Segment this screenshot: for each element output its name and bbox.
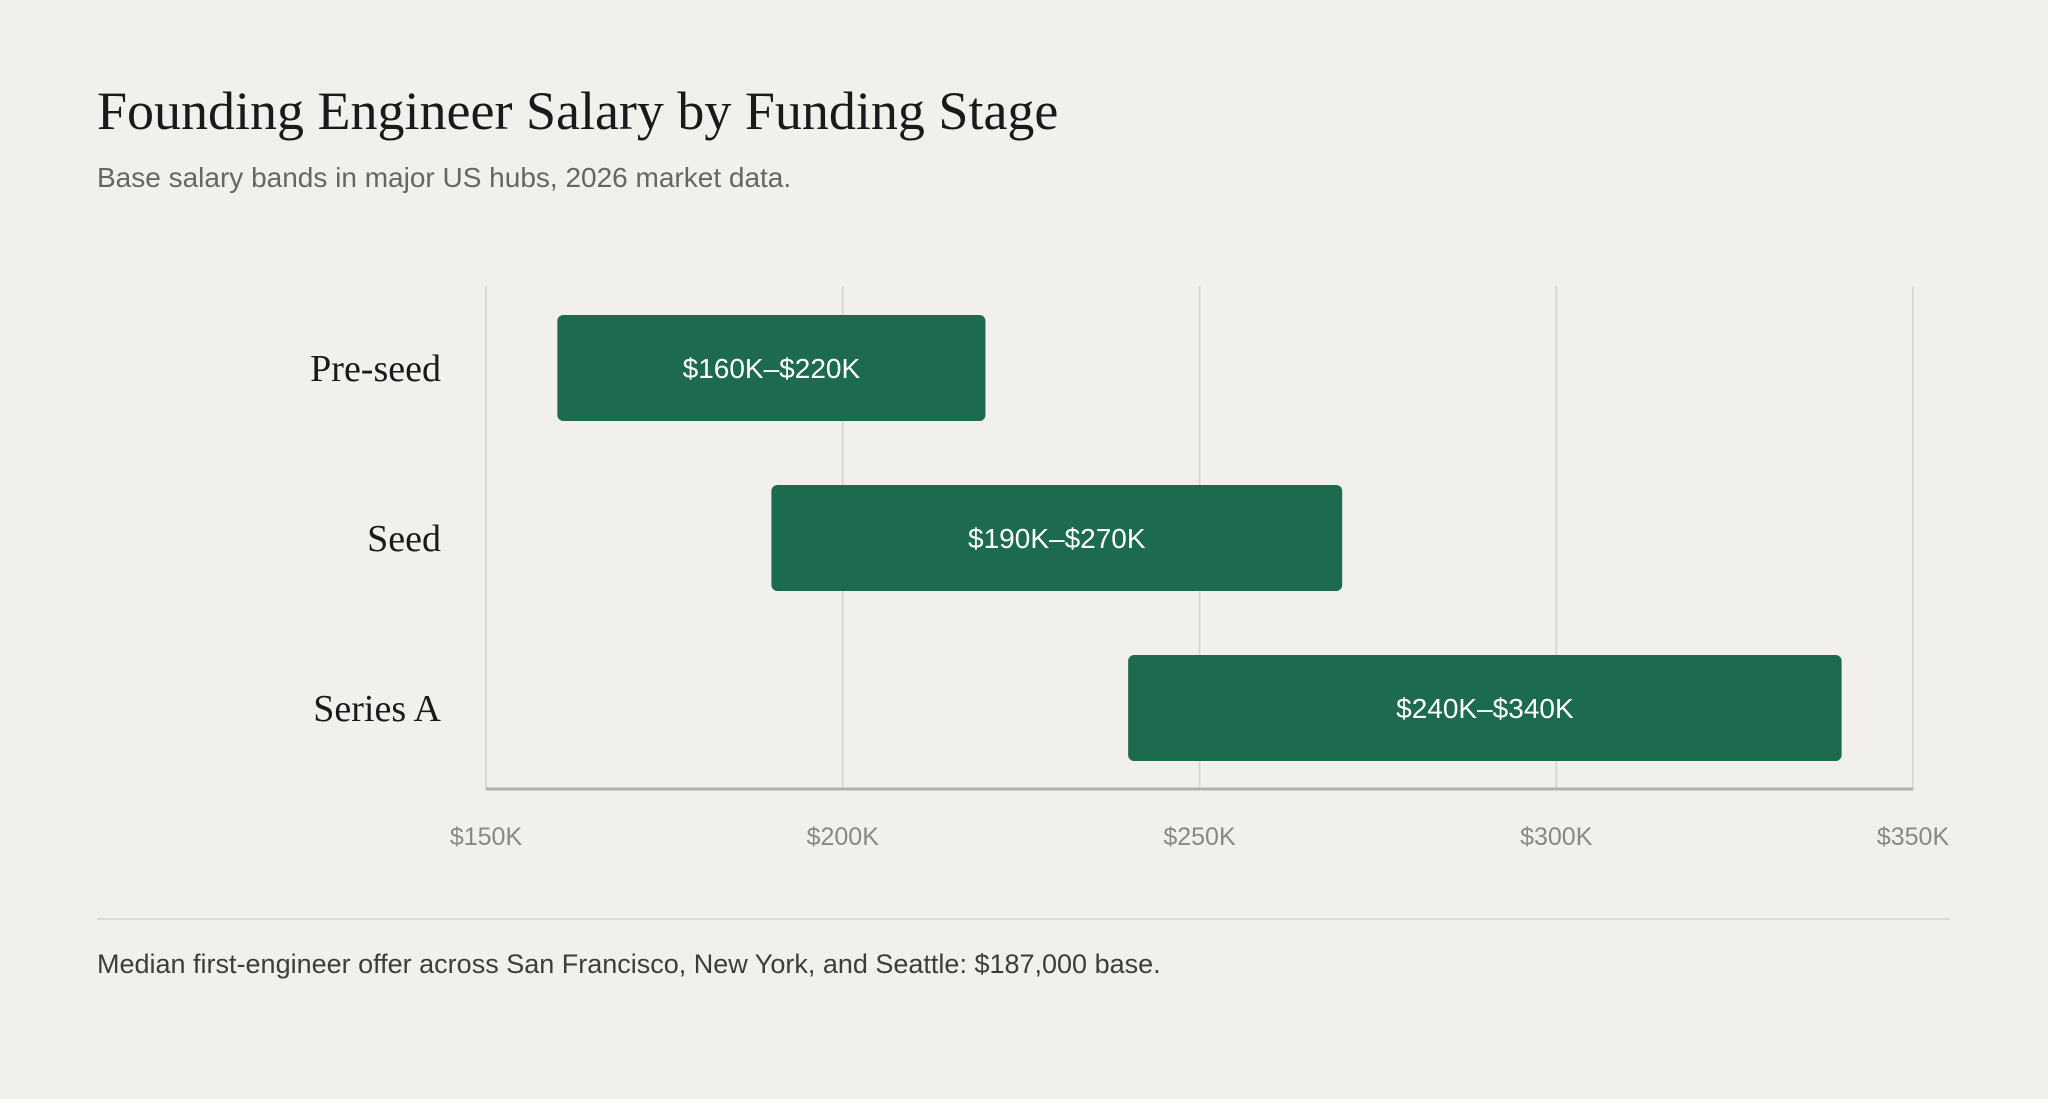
category-label: Series A: [313, 688, 441, 730]
x-tick-label: $350K: [1877, 823, 1950, 851]
bars: [557, 315, 1842, 761]
range-bar: [771, 485, 1343, 591]
x-tick-label: $150K: [450, 823, 523, 851]
salary-range-chart: $150K $200K $250K $300K $350K $160K–$220K Pre-…: [310, 286, 1949, 851]
category-label: Pre-seed: [310, 348, 441, 390]
chart-title: Founding Engineer Salary by Funding Stag…: [97, 81, 1059, 141]
category-label: Seed: [367, 518, 441, 560]
bar-value-label: $190K–$270K: [968, 523, 1146, 554]
labels: $150K $200K $250K $300K $350K $160K–$220K Pre-…: [310, 348, 1949, 851]
chart-subtitle: Base salary bands in major US hubs, 2026…: [97, 162, 792, 193]
divider: [97, 918, 1950, 920]
x-tick-label: $250K: [1163, 823, 1236, 851]
range-bar: [557, 315, 986, 421]
bar-value-label: $240K–$340K: [1396, 693, 1574, 724]
range-bar: [1128, 655, 1842, 761]
bar-value-label: $160K–$220K: [683, 353, 861, 384]
footnote: Median first-engineer offer across San F…: [97, 949, 1161, 979]
x-tick-label: $200K: [807, 823, 880, 851]
x-tick-label: $300K: [1520, 823, 1593, 851]
